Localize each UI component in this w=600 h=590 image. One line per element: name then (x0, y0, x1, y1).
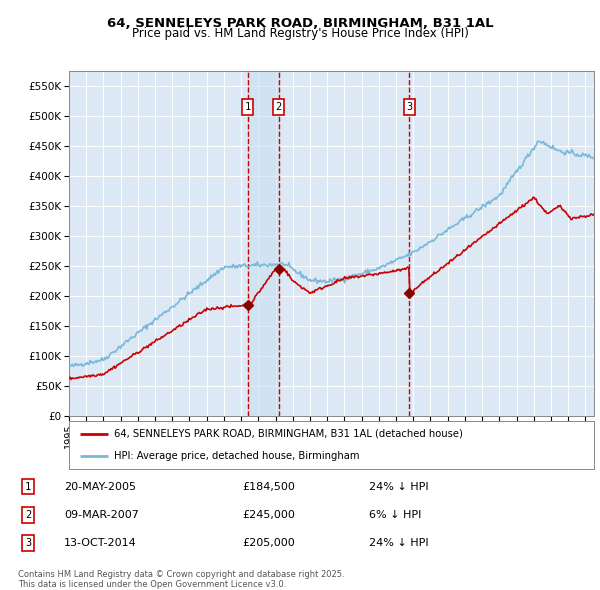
Text: 09-MAR-2007: 09-MAR-2007 (64, 510, 139, 520)
Text: 2: 2 (25, 510, 31, 520)
Text: 2: 2 (275, 102, 282, 112)
Text: 1: 1 (245, 102, 251, 112)
Text: 20-MAY-2005: 20-MAY-2005 (64, 481, 136, 491)
Text: £245,000: £245,000 (242, 510, 295, 520)
Text: 24% ↓ HPI: 24% ↓ HPI (369, 538, 429, 548)
Text: HPI: Average price, detached house, Birmingham: HPI: Average price, detached house, Birm… (113, 451, 359, 461)
Text: Price paid vs. HM Land Registry's House Price Index (HPI): Price paid vs. HM Land Registry's House … (131, 27, 469, 40)
Text: 13-OCT-2014: 13-OCT-2014 (64, 538, 137, 548)
Text: £184,500: £184,500 (242, 481, 295, 491)
Text: 1: 1 (25, 481, 31, 491)
Text: £205,000: £205,000 (242, 538, 295, 548)
Text: 3: 3 (406, 102, 413, 112)
Text: 3: 3 (25, 538, 31, 548)
Text: 24% ↓ HPI: 24% ↓ HPI (369, 481, 429, 491)
Text: 64, SENNELEYS PARK ROAD, BIRMINGHAM, B31 1AL: 64, SENNELEYS PARK ROAD, BIRMINGHAM, B31… (107, 17, 493, 30)
Text: Contains HM Land Registry data © Crown copyright and database right 2025.
This d: Contains HM Land Registry data © Crown c… (18, 570, 344, 589)
Bar (248, 71, 278, 416)
Text: 6% ↓ HPI: 6% ↓ HPI (369, 510, 421, 520)
Text: 64, SENNELEYS PARK ROAD, BIRMINGHAM, B31 1AL (detached house): 64, SENNELEYS PARK ROAD, BIRMINGHAM, B31… (113, 429, 463, 439)
